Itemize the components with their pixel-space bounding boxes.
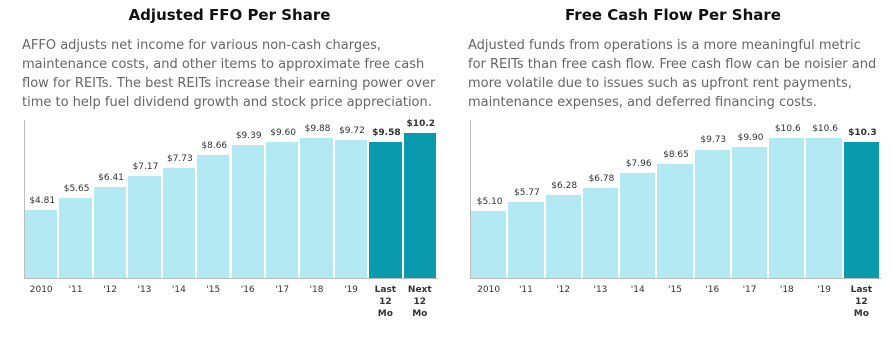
x-tick-label: '15: [206, 285, 221, 295]
x-tick-label: '12: [556, 285, 571, 295]
bar: [545, 195, 583, 278]
bar: [59, 197, 94, 278]
bar: [162, 168, 198, 278]
x-tick-label: '13: [137, 285, 152, 295]
description: Adjusted funds from operations is a more…: [468, 38, 877, 110]
value-label: $9.90: [737, 133, 764, 144]
x-tick-label: Next 12 Mo: [407, 285, 432, 319]
panel: Free Cash Flow Per Share Adjusted funds …: [468, 0, 881, 354]
value-label: $9.73: [700, 135, 727, 146]
panel: Adjusted FFO Per Share AFFO adjusts net …: [22, 0, 438, 354]
bar: [25, 209, 60, 278]
bar: [508, 201, 546, 278]
bar: [403, 133, 438, 278]
bar: [582, 188, 621, 278]
x-tick-label: '17: [742, 285, 757, 295]
chart-title: Free Cash Flow Per Share: [565, 6, 781, 24]
x-tick-label: '16: [240, 285, 255, 295]
x-tick-label: '18: [779, 285, 794, 295]
x-tick-label: '16: [705, 285, 720, 295]
value-label: $9.72: [339, 125, 365, 136]
value-label: $5.10: [476, 196, 503, 207]
bar: [694, 149, 732, 278]
bar: [265, 141, 301, 278]
bar: [806, 138, 844, 278]
x-tick-label: '18: [309, 285, 324, 295]
bar: [93, 186, 129, 278]
value-label: $6.78: [588, 174, 615, 185]
value-label: $10.6: [774, 124, 801, 134]
x-tick-label: '15: [668, 285, 682, 295]
x-tick-label: '19: [817, 285, 832, 295]
value-label: $7.96: [625, 158, 652, 169]
bar: [300, 137, 335, 278]
x-tick-label: '11: [518, 285, 533, 295]
value-label: $10.2: [406, 119, 436, 129]
bar: [369, 141, 404, 278]
description: AFFO adjusts net income for various non-…: [22, 38, 436, 110]
value-label: $9.88: [304, 123, 331, 134]
plot-area: $5.10 $5.77 $6.28 $6.78 $7.96 $8.65 $9.73 $9.90…: [470, 120, 881, 279]
x-tick-label: Last 12 Mo: [850, 285, 873, 319]
bar: [197, 154, 232, 278]
bar: [128, 176, 163, 278]
x-tick-label: '14: [171, 285, 186, 295]
bar: [731, 147, 770, 278]
bar: [231, 144, 266, 278]
bar: [471, 210, 509, 278]
value-label: $9.60: [270, 127, 296, 138]
value-label: $6.28: [551, 181, 578, 192]
bar: [843, 141, 881, 278]
plot-area: $4.81 $5.65 $6.41 $7.17 $7.73 $8.66 $9.39 $9.60…: [24, 119, 438, 279]
x-tick-label: 2010: [477, 285, 501, 295]
x-tick-label: '19: [343, 285, 358, 295]
value-label: $5.65: [63, 183, 90, 194]
value-label: $7.73: [166, 154, 193, 165]
bar: [769, 138, 807, 278]
value-label: $8.66: [201, 140, 228, 151]
chart-title: Adjusted FFO Per Share: [128, 6, 331, 24]
value-label: $9.58: [372, 127, 401, 138]
value-label: $4.81: [29, 195, 56, 206]
value-label: $10.6: [812, 124, 838, 134]
value-label: $8.65: [663, 149, 689, 160]
value-label: $10.3: [848, 127, 877, 138]
value-label: $6.41: [98, 172, 124, 183]
bar: [334, 139, 370, 278]
x-tick-label: 2010: [29, 285, 53, 295]
bar: [620, 172, 658, 278]
x-tick-label: '11: [68, 285, 83, 295]
x-tick-label: '14: [630, 285, 645, 295]
value-label: $5.77: [514, 187, 540, 198]
value-label: $7.17: [132, 162, 159, 173]
x-tick-label: '17: [275, 285, 290, 295]
bar: [657, 163, 695, 278]
x-tick-label: Last 12 Mo: [374, 285, 397, 319]
x-tick-label: '13: [593, 285, 608, 295]
value-label: $9.39: [235, 130, 262, 141]
x-tick-label: '12: [103, 285, 117, 295]
